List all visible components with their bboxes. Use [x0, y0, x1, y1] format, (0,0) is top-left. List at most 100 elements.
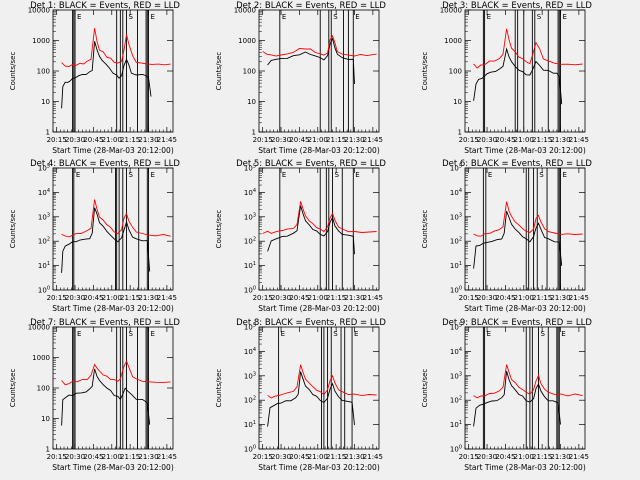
- x-axis-label: Start Time (28-Mar-03 20:12:00): [464, 146, 586, 155]
- event-marker-label: E: [355, 13, 359, 21]
- x-tick-label: 21:00: [514, 136, 534, 144]
- x-tick-label: 21:45: [363, 294, 383, 302]
- event-marker-label: S: [128, 330, 133, 338]
- x-tick-label: 20:45: [83, 453, 103, 461]
- y-tick-label: 104: [450, 347, 462, 356]
- event-marker-label: E: [76, 171, 80, 179]
- y-axis-label: Counts/sec: [215, 210, 223, 249]
- x-tick-label: 20:45: [495, 294, 515, 302]
- x-axis-label: Start Time (28-Mar-03 20:12:00): [464, 463, 586, 472]
- plot-frame: [464, 167, 586, 291]
- x-tick-label: 20:45: [289, 294, 309, 302]
- event-marker-label: E: [282, 171, 286, 179]
- event-marker-label: S: [128, 13, 133, 21]
- x-axis-label: Start Time (28-Mar-03 20:12:00): [52, 146, 174, 155]
- x-tick-label: 21:15: [120, 453, 140, 461]
- x-tick-label: 20:15: [47, 453, 67, 461]
- y-tick-label: 104: [244, 188, 256, 197]
- event-marker-label: E: [151, 13, 155, 21]
- x-tick-label: 20:30: [271, 136, 291, 144]
- y-tick-label: 104: [244, 347, 256, 356]
- x-tick-label: 21:00: [514, 294, 534, 302]
- x-tick-label: 20:45: [289, 136, 309, 144]
- x-tick-label: 21:45: [157, 453, 177, 461]
- x-tick-label: 20:15: [459, 136, 479, 144]
- y-tick-label: 1: [458, 129, 462, 137]
- event-marker-label: E: [355, 171, 359, 179]
- x-tick-label: 20:45: [495, 136, 515, 144]
- event-marker-label: S: [334, 171, 339, 179]
- x-tick-label: 20:30: [65, 294, 85, 302]
- event-marker-label: E: [151, 330, 155, 338]
- detector-panel-3: Det 3: BLACK = Events, RED = LLD Counts/s…: [421, 1, 592, 155]
- y-tick-label: 102: [450, 237, 462, 246]
- x-tick-label: 21:00: [102, 136, 122, 144]
- y-axis-label: Counts/sec: [9, 210, 17, 249]
- event-marker-label: E: [77, 13, 81, 21]
- y-axis-label: Counts/sec: [215, 52, 223, 91]
- y-tick-label: 104: [38, 188, 50, 197]
- detector-panel-8: Det 8: BLACK = Events, RED = LLD Counts/s…: [215, 318, 386, 472]
- y-tick-label: 100: [449, 68, 462, 76]
- y-tick-label: 100: [37, 385, 50, 393]
- lld-series-line: [61, 199, 171, 238]
- y-tick-label: 105: [450, 164, 462, 173]
- y-tick-label: 105: [244, 323, 256, 332]
- y-tick-label: 10: [453, 98, 462, 106]
- plot-frame: [258, 9, 380, 133]
- event-marker-label: E: [281, 330, 285, 338]
- event-marker-label: S: [537, 13, 542, 21]
- x-tick-label: 21:45: [363, 136, 383, 144]
- events-series-line: [473, 47, 563, 105]
- panel-title: Det 4: BLACK = Events, RED = LLD: [30, 159, 180, 169]
- x-tick-label: 20:45: [495, 453, 515, 461]
- x-tick-label: 21:30: [550, 136, 570, 144]
- y-tick-label: 104: [450, 188, 462, 197]
- x-tick-label: 20:30: [477, 294, 497, 302]
- y-axis-label: Counts/sec: [9, 369, 17, 408]
- y-tick-label: 101: [38, 261, 50, 270]
- y-tick-label: 102: [38, 237, 50, 246]
- x-tick-label: 20:45: [289, 453, 309, 461]
- y-axis-label: Counts/sec: [9, 52, 17, 91]
- y-tick-label: 101: [450, 261, 462, 270]
- lld-series-line: [61, 359, 171, 386]
- x-tick-label: 21:30: [344, 294, 364, 302]
- x-tick-label: 21:30: [344, 136, 364, 144]
- y-tick-label: 100: [450, 445, 462, 454]
- event-marker-label: S: [333, 330, 338, 338]
- x-tick-label: 21:15: [326, 294, 346, 302]
- lld-series-line: [473, 201, 583, 237]
- plot-frame: [258, 326, 380, 450]
- x-tick-label: 21:30: [344, 453, 364, 461]
- event-marker-label: E: [354, 330, 358, 338]
- lld-series-line: [262, 34, 377, 57]
- y-tick-label: 100: [37, 68, 50, 76]
- panel-title: Det 2: BLACK = Events, RED = LLD: [236, 1, 386, 11]
- y-axis-label: Counts/sec: [421, 210, 429, 249]
- y-tick-label: 1: [46, 129, 50, 137]
- panel-title: Det 9: BLACK = Events, RED = LLD: [442, 318, 592, 328]
- y-tick-label: 100: [243, 68, 256, 76]
- events-series-line: [61, 207, 151, 273]
- x-tick-label: 21:00: [102, 294, 122, 302]
- x-tick-label: 20:30: [65, 136, 85, 144]
- x-tick-label: 21:30: [138, 453, 158, 461]
- x-tick-label: 21:45: [157, 136, 177, 144]
- x-tick-label: 21:45: [363, 453, 383, 461]
- event-marker-label: E: [487, 330, 491, 338]
- y-tick-label: 101: [244, 261, 256, 270]
- y-tick-label: 103: [450, 371, 462, 380]
- x-tick-label: 21:45: [569, 453, 589, 461]
- x-tick-label: 21:15: [326, 136, 346, 144]
- x-tick-label: 20:15: [253, 453, 273, 461]
- event-marker-label: E: [151, 171, 155, 179]
- x-axis-label: Start Time (28-Mar-03 20:12:00): [52, 463, 174, 472]
- lld-series-line: [61, 28, 171, 67]
- x-axis-label: Start Time (28-Mar-03 20:12:00): [464, 304, 586, 313]
- x-tick-label: 20:30: [65, 453, 85, 461]
- x-tick-label: 21:00: [102, 453, 122, 461]
- plot-frame: [464, 326, 586, 450]
- event-marker-label: E: [563, 171, 567, 179]
- y-axis-label: Counts/sec: [215, 369, 223, 408]
